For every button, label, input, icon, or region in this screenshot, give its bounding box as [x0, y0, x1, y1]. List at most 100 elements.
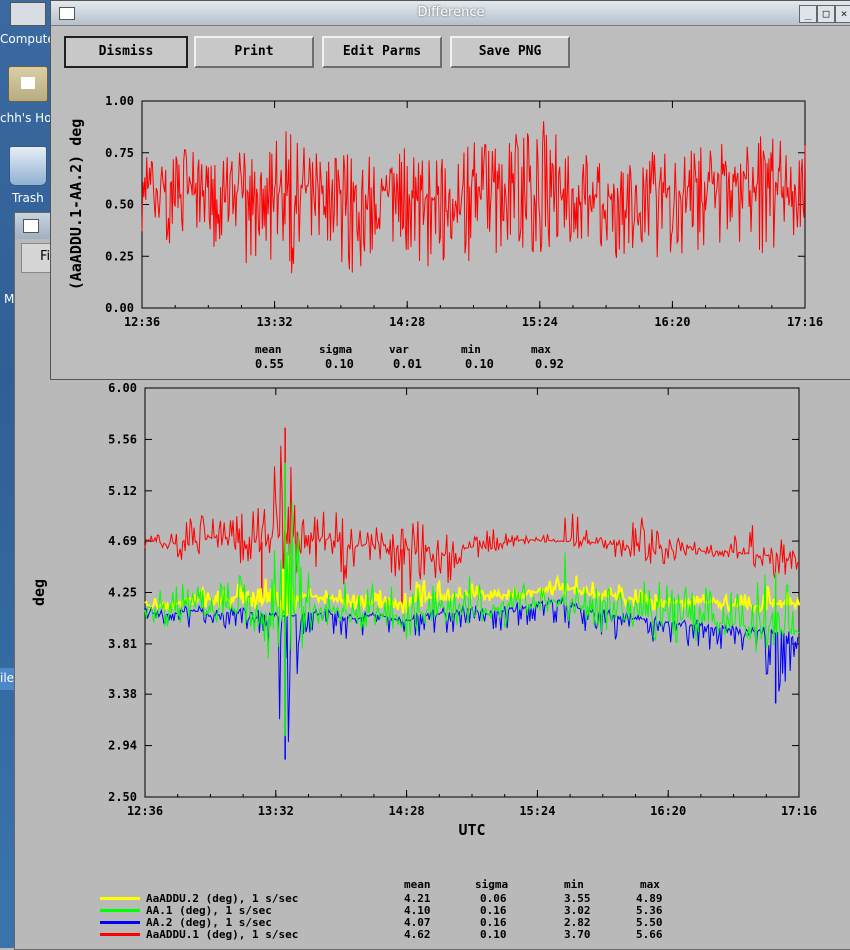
legend-swatch — [100, 933, 140, 936]
legend-row: AA.1 (deg), 1 s/sec 4.10 0.16 3.02 5.36 — [0, 904, 850, 917]
stat-header: var — [389, 343, 409, 356]
legend-value: 0.16 — [480, 916, 507, 929]
trash-icon — [9, 146, 47, 186]
series-line — [144, 445, 800, 591]
main-chart: 2.50 2.94 3.38 3.81 4.25 4.69 5.12 5.56 6.00 12:3… — [30, 381, 817, 839]
x-tick-label: 17:16 — [787, 315, 823, 329]
legend-value: 3.02 — [564, 904, 591, 917]
window-menu-icon[interactable] — [23, 219, 39, 233]
edit-parms-button[interactable]: Edit Parms — [322, 36, 442, 68]
desktop-icon-label: Compute — [0, 32, 55, 46]
legend-swatch — [100, 909, 140, 912]
desktop-icon-label: Trash — [12, 191, 44, 205]
legend-label: AaADDU.1 (deg), 1 s/sec — [146, 928, 299, 941]
legend-value: 4.10 — [404, 904, 431, 917]
y-tick-label: 3.81 — [108, 637, 137, 651]
y-axis-label: (AaADDU.1-AA.2) deg — [67, 119, 85, 291]
legend-value: 2.82 — [564, 916, 591, 929]
x-tick-label: 16:20 — [654, 315, 690, 329]
series-line — [144, 597, 800, 743]
difference-window: Difference _ □ × Dismiss Print Edit Parm… — [50, 0, 850, 380]
legend-value: 3.55 — [564, 892, 591, 905]
x-tick-label: 17:16 — [781, 804, 817, 818]
side-fragment-text: M — [4, 292, 15, 306]
legend-label: AA.1 (deg), 1 s/sec — [146, 904, 272, 917]
y-tick-label: 0.25 — [105, 249, 134, 263]
y-tick-label: 0.75 — [105, 146, 134, 160]
y-tick-label: 0.00 — [105, 301, 134, 315]
legend-row: AaADDU.1 (deg), 1 s/sec 4.62 0.10 3.70 5… — [0, 928, 850, 941]
maximize-icon[interactable]: □ — [817, 5, 835, 23]
series-line — [141, 121, 806, 274]
stat-header: mean — [255, 343, 282, 356]
legend-header: sigma — [475, 878, 509, 891]
legend-value: 0.16 — [480, 904, 507, 917]
y-tick-label: 2.94 — [108, 739, 137, 753]
x-tick-label: 15:24 — [519, 804, 555, 818]
legend-row: AaADDU.2 (deg), 1 s/sec 4.21 0.06 3.55 4… — [0, 892, 850, 905]
trash-desktop-icon[interactable] — [6, 146, 50, 186]
y-tick-label: 6.00 — [108, 381, 137, 395]
legend-swatch — [100, 897, 140, 900]
legend-value: 4.62 — [404, 928, 431, 941]
series-line — [144, 501, 800, 659]
x-tick-label: 13:32 — [258, 804, 294, 818]
legend-stats: mean sigma min max AaADDU.2 (deg), 1 s/s… — [0, 878, 850, 948]
window-menu-icon[interactable] — [59, 7, 75, 20]
menu-fragment: Fi — [40, 249, 51, 264]
y-tick-label: 4.69 — [108, 534, 137, 548]
x-tick-label: 13:32 — [257, 315, 293, 329]
x-tick-label: 12:36 — [124, 315, 160, 329]
x-tick-label: 14:28 — [389, 804, 425, 818]
x-tick-label: 12:36 — [127, 804, 163, 818]
stat-value: 0.01 — [393, 357, 422, 371]
stat-value: 0.55 — [255, 357, 284, 371]
legend-label: AA.2 (deg), 1 s/sec — [146, 916, 272, 929]
y-tick-label: 4.25 — [108, 586, 137, 600]
x-axis-label: UTC — [458, 821, 485, 839]
y-tick-label: 1.00 — [105, 94, 134, 108]
x-tick-label: 14:28 — [389, 315, 425, 329]
stat-value: 0.10 — [325, 357, 354, 371]
stat-header: max — [531, 343, 551, 356]
desktop-icon-label: chh's Ho — [0, 111, 52, 125]
legend-row: AA.2 (deg), 1 s/sec 4.07 0.16 2.82 5.50 — [0, 916, 850, 929]
x-tick-label: 15:24 — [522, 315, 558, 329]
dismiss-button[interactable]: Dismiss — [64, 36, 188, 68]
close-icon[interactable]: × — [835, 5, 850, 23]
computer-icon — [10, 2, 46, 26]
stat-value: 0.92 — [535, 357, 564, 371]
y-tick-label: 3.38 — [108, 687, 137, 701]
stat-value: 0.10 — [465, 357, 494, 371]
legend-value: 4.21 — [404, 892, 431, 905]
stat-header: sigma — [319, 343, 353, 356]
legend-value: 5.66 — [636, 928, 663, 941]
computer-desktop-icon[interactable] — [6, 0, 50, 26]
taskbar-fragment[interactable]: ile — [0, 668, 16, 690]
legend-value: 3.70 — [564, 928, 591, 941]
y-axis-label: deg — [30, 579, 48, 606]
y-tick-label: 5.12 — [108, 484, 137, 498]
legend-value: 4.07 — [404, 916, 431, 929]
home-folder-desktop-icon[interactable] — [6, 66, 50, 102]
legend-header: mean — [404, 878, 431, 891]
legend-swatch — [100, 921, 140, 924]
save-png-button[interactable]: Save PNG — [450, 36, 570, 68]
legend-value: 5.36 — [636, 904, 663, 917]
taskbar-fragment-text: ile — [0, 671, 15, 685]
print-button[interactable]: Print — [194, 36, 314, 68]
legend-value: 4.89 — [636, 892, 663, 905]
y-tick-label: 5.56 — [108, 432, 137, 446]
home-folder-icon — [8, 66, 48, 102]
stat-header: min — [461, 343, 481, 356]
window-titlebar[interactable]: Difference _ □ × — [51, 1, 850, 26]
minimize-icon[interactable]: _ — [799, 5, 817, 23]
legend-header: max — [640, 878, 660, 891]
legend-header: min — [564, 878, 584, 891]
legend-value: 0.10 — [480, 928, 507, 941]
y-tick-label: 0.50 — [105, 198, 134, 212]
legend-label: AaADDU.2 (deg), 1 s/sec — [146, 892, 299, 905]
legend-value: 5.50 — [636, 916, 663, 929]
window-title: Difference — [417, 5, 485, 20]
x-tick-label: 16:20 — [650, 804, 686, 818]
